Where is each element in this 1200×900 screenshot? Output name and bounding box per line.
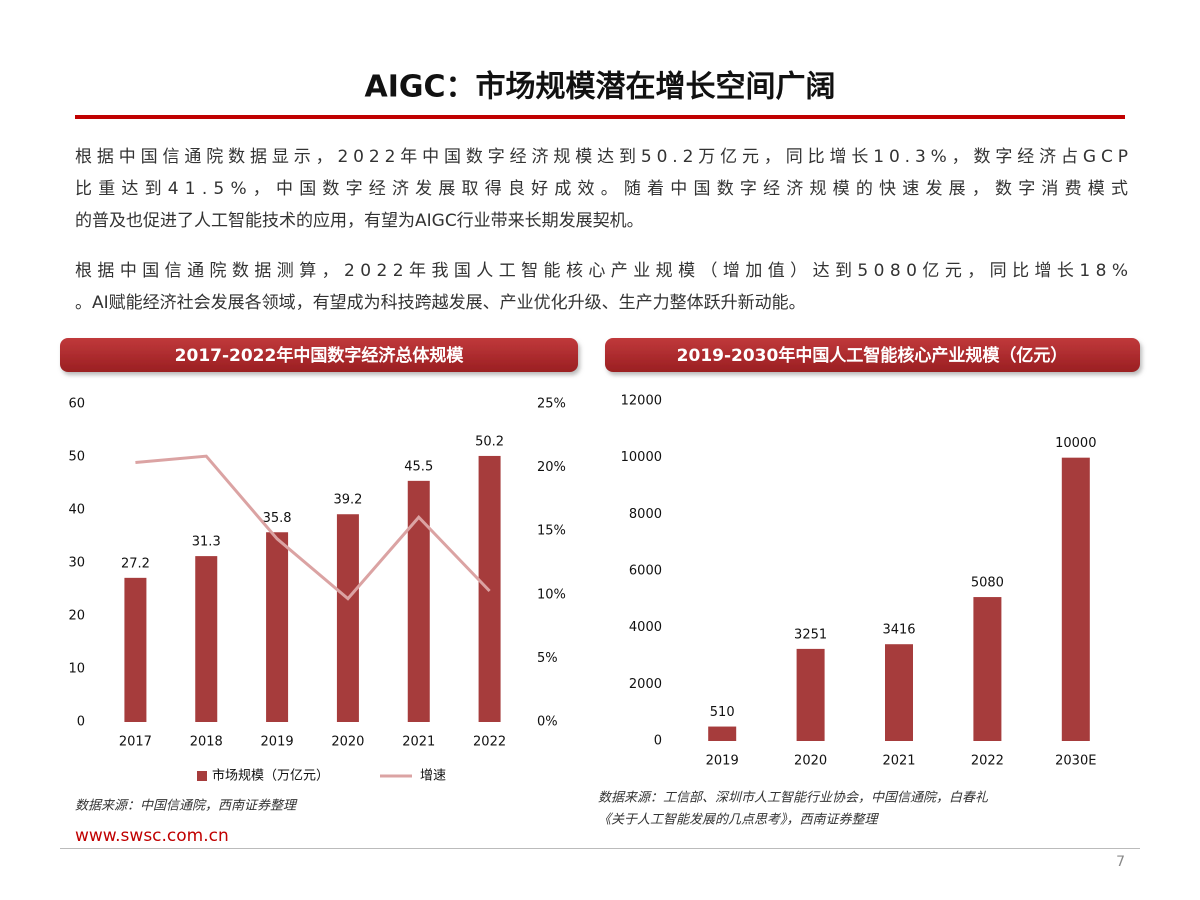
line <box>135 454 491 601</box>
y2-tick-label: 0% <box>537 715 558 730</box>
y-tick-label: 10 <box>68 662 85 677</box>
data-label: 3416 <box>882 623 915 638</box>
paragraph-line: 根据中国信通院数据测算，2022年我国人工智能核心产业规模（增加值）达到5080… <box>75 261 1128 281</box>
x-tick-label: 2021 <box>882 754 915 769</box>
bar <box>796 648 825 741</box>
source-note: 数据来源：中国信通院，西南证券整理 <box>75 798 298 814</box>
y2-tick-label: 5% <box>537 651 558 666</box>
legend-label: 增速 <box>420 769 446 784</box>
chart-banner <box>605 338 1140 372</box>
title-rule <box>75 115 1125 119</box>
data-label: 510 <box>710 705 735 720</box>
data-label: 10000 <box>1055 436 1096 451</box>
y-tick-label: 40 <box>68 503 85 518</box>
x-tick-label: 2022 <box>473 735 506 750</box>
y2-tick-label: 25% <box>537 397 566 412</box>
bar <box>708 726 737 741</box>
y-tick-label: 8000 <box>629 507 662 522</box>
slide-title: AIGC：市场规模潜在增长空间广阔 <box>364 70 835 105</box>
bar <box>885 644 913 741</box>
chart-title: 2017-2022年中国数字经济总体规模 <box>175 345 465 366</box>
bar <box>336 514 359 722</box>
data-label: 3251 <box>794 627 827 642</box>
y-tick-label: 20 <box>68 609 85 624</box>
data-label: 5080 <box>971 576 1004 591</box>
y-tick-label: 12000 <box>621 394 662 409</box>
chart-banner <box>60 338 578 372</box>
data-label: 35.8 <box>263 511 292 526</box>
paragraph-line: 比重达到41.5%，中国数字经济发展取得良好成效。随着中国数字经济规模的快速发展… <box>75 179 1128 199</box>
y-tick-label: 60 <box>68 397 85 412</box>
y-tick-label: 50 <box>68 450 85 465</box>
bar <box>195 556 218 722</box>
chart-title: 2019-2030年中国人工智能核心产业规模（亿元） <box>677 345 1068 366</box>
legend-label: 市场规模（万亿元） <box>212 768 329 784</box>
y-tick-label: 10000 <box>621 450 662 465</box>
y2-tick-label: 10% <box>537 587 566 602</box>
x-tick-label: 2030E <box>1055 754 1096 769</box>
y-tick-label: 30 <box>68 556 85 571</box>
x-tick-label: 2020 <box>331 735 364 750</box>
data-label: 45.5 <box>404 459 433 474</box>
x-tick-label: 2019 <box>706 754 739 769</box>
footer-rule <box>60 848 1140 849</box>
y-tick-label: 0 <box>77 715 85 730</box>
data-label: 50.2 <box>475 434 504 449</box>
y-tick-label: 0 <box>654 734 662 749</box>
paragraph-line: 的普及也促进了人工智能技术的应用，有望为AIGC行业带来长期发展契机。 <box>75 211 644 231</box>
source-note: 《关于人工智能发展的几点思考》，西南证券整理 <box>598 813 880 828</box>
y2-tick-label: 15% <box>537 524 566 539</box>
x-tick-label: 2022 <box>971 754 1004 769</box>
page-number: 7 <box>1116 854 1125 870</box>
y-tick-label: 4000 <box>629 620 662 635</box>
bar <box>973 597 1002 741</box>
y-tick-label: 6000 <box>629 564 662 579</box>
website: www.swsc.com.cn <box>75 826 229 846</box>
data-label: 39.2 <box>333 493 362 508</box>
x-tick-label: 2018 <box>190 735 223 750</box>
x-tick-label: 2020 <box>794 754 827 769</box>
bar <box>1061 457 1090 741</box>
x-tick-label: 2017 <box>119 735 152 750</box>
legend-swatch <box>197 771 207 781</box>
paragraph-line: 根据中国信通院数据显示，2022年中国数字经济规模达到50.2万亿元，同比增长1… <box>75 147 1128 167</box>
y-tick-label: 2000 <box>629 677 662 692</box>
bar <box>266 532 289 722</box>
source-note: 数据来源：工信部、深圳市人工智能行业协会，中国信通院，白春礼 <box>598 790 989 806</box>
bar <box>124 577 147 722</box>
x-tick-label: 2019 <box>261 735 294 750</box>
data-label: 31.3 <box>192 535 221 550</box>
y2-tick-label: 20% <box>537 460 566 475</box>
x-tick-label: 2021 <box>402 735 435 750</box>
data-label: 27.2 <box>121 556 150 571</box>
bar <box>407 480 430 722</box>
paragraph-line: 。AI赋能经济社会发展各领域，有望成为科技跨越发展、产业优化升级、生产力整体跃升… <box>75 293 806 313</box>
